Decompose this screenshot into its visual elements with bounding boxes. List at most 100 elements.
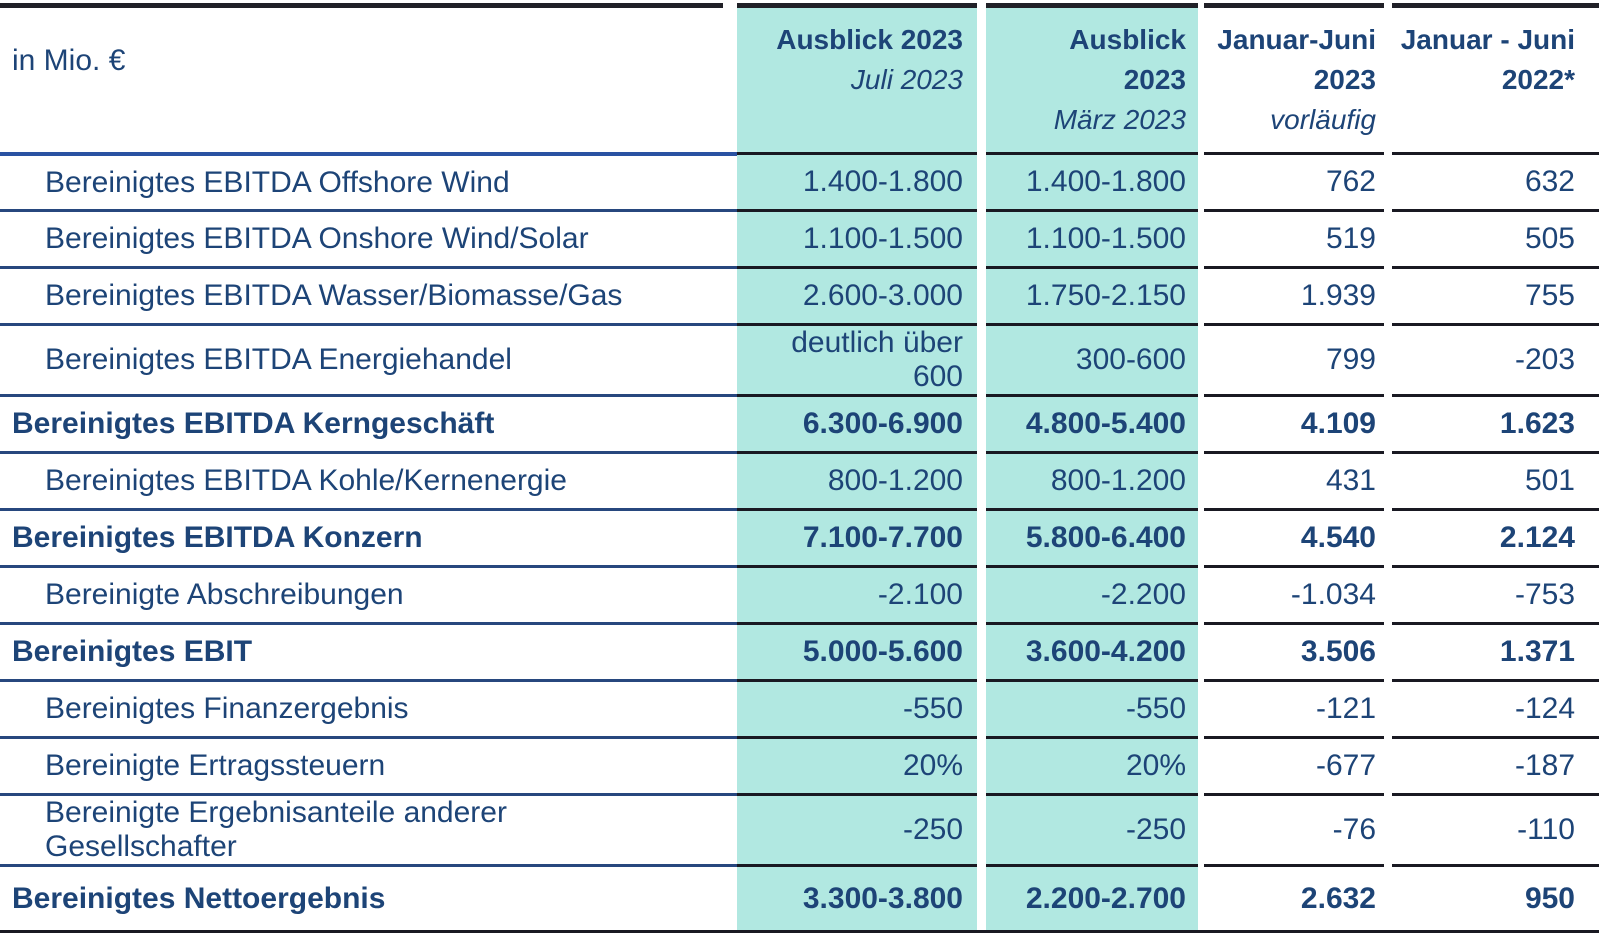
cell-januar-juni-2022: 505 (1392, 209, 1599, 266)
cell-ausblick-juli-2023: -550 (737, 679, 977, 736)
row-label: Bereinigte Ertragssteuern (0, 736, 723, 793)
cell-ausblick-juli-2023: 1.100-1.500 (737, 209, 977, 266)
cell-januar-juni-2022: -110 (1392, 793, 1599, 864)
column-gap (1384, 266, 1392, 323)
cell-januar-juni-2023: -1.034 (1204, 565, 1384, 622)
column-gap (723, 864, 737, 930)
column-gap (1384, 864, 1392, 930)
column-gap (977, 793, 986, 864)
column-gap (723, 793, 737, 864)
cell-januar-juni-2022: 501 (1392, 451, 1599, 508)
column-gap (1384, 209, 1392, 266)
row-label: Bereinigtes EBIT (0, 622, 723, 679)
cell-ausblick-maerz-2023: -2.200 (986, 565, 1198, 622)
table-row: Bereinigtes EBITDA Offshore Wind 1.400-1… (0, 152, 1599, 209)
cell-ausblick-maerz-2023: -250 (986, 793, 1198, 864)
column-gap (977, 394, 986, 451)
cell-ausblick-maerz-2023: 3.600-4.200 (986, 622, 1198, 679)
cell-ausblick-juli-2023: 3.300-3.800 (737, 864, 977, 930)
column-gap (977, 679, 986, 736)
row-label: Bereinigtes EBITDA Kohle/Kernenergie (0, 451, 723, 508)
cell-januar-juni-2023: 1.939 (1204, 266, 1384, 323)
cell-ausblick-maerz-2023: 1.400-1.800 (986, 152, 1198, 209)
table-row: Bereinigte Abschreibungen -2.100 -2.200 … (0, 565, 1599, 622)
cell-januar-juni-2023: 431 (1204, 451, 1384, 508)
column-gap (977, 3, 986, 152)
table-row: Bereinigtes EBITDA Konzern 7.100-7.700 5… (0, 508, 1599, 565)
cell-ausblick-maerz-2023: 20% (986, 736, 1198, 793)
column-gap (723, 679, 737, 736)
table-row: Bereinigtes EBITDA Kohle/Kernenergie 800… (0, 451, 1599, 508)
cell-januar-juni-2022: -187 (1392, 736, 1599, 793)
column-gap (723, 565, 737, 622)
header-subtitle: vorläufig (1270, 104, 1376, 135)
row-label: Bereinigtes Nettoergebnis (0, 864, 723, 930)
cell-ausblick-maerz-2023: 4.800-5.400 (986, 394, 1198, 451)
cell-januar-juni-2023: 4.109 (1204, 394, 1384, 451)
column-gap (723, 266, 737, 323)
column-gap (1384, 152, 1392, 209)
column-gap (1384, 622, 1392, 679)
cell-ausblick-maerz-2023: 300-600 (986, 323, 1198, 394)
cell-januar-juni-2023: 799 (1204, 323, 1384, 394)
row-label: Bereinigtes EBITDA Onshore Wind/Solar (0, 209, 723, 266)
column-gap (977, 622, 986, 679)
column-gap (723, 152, 737, 209)
table-row: Bereinigtes EBITDA Wasser/Biomasse/Gas 2… (0, 266, 1599, 323)
cell-januar-juni-2022: 755 (1392, 266, 1599, 323)
table-row: Bereinigtes EBIT 5.000-5.600 3.600-4.200… (0, 622, 1599, 679)
column-gap (977, 736, 986, 793)
column-gap (1384, 679, 1392, 736)
column-gap (1384, 565, 1392, 622)
row-label: Bereinigtes EBITDA Energiehandel (0, 323, 723, 394)
header-col-januar-juni-2022: Januar - Juni 2022* (1392, 3, 1599, 152)
table-row: Bereinigtes EBITDA Onshore Wind/Solar 1.… (0, 209, 1599, 266)
table-row: Bereinigte Ertragssteuern 20% 20% -677 -… (0, 736, 1599, 793)
column-gap (1384, 3, 1392, 152)
column-gap (723, 3, 737, 152)
column-gap (1384, 451, 1392, 508)
cell-januar-juni-2022: 950 (1392, 864, 1599, 930)
cell-januar-juni-2022: -753 (1392, 565, 1599, 622)
cell-januar-juni-2022: -124 (1392, 679, 1599, 736)
column-gap (1384, 323, 1392, 394)
column-gap (977, 209, 986, 266)
table-header: in Mio. € Ausblick 2023 Juli 2023 Ausbli… (0, 3, 1599, 152)
row-label: Bereinigte Abschreibungen (0, 565, 723, 622)
table-row: Bereinigtes EBITDA Energiehandel deutlic… (0, 323, 1599, 394)
header-col-ausblick-maerz-2023: Ausblick 2023 März 2023 (986, 3, 1198, 152)
column-gap (723, 394, 737, 451)
column-gap (977, 565, 986, 622)
table-bottom-border (0, 930, 1599, 933)
cell-ausblick-juli-2023: 800-1.200 (737, 451, 977, 508)
row-label: Bereinigte Ergebnisanteile anderer Gesel… (0, 793, 723, 864)
header-subtitle: März 2023 (1053, 104, 1186, 135)
cell-ausblick-juli-2023: 6.300-6.900 (737, 394, 977, 451)
row-label: Bereinigtes EBITDA Kerngeschäft (0, 394, 723, 451)
column-gap (977, 451, 986, 508)
cell-januar-juni-2023: 519 (1204, 209, 1384, 266)
cell-januar-juni-2022: -203 (1392, 323, 1599, 394)
column-gap (1384, 394, 1392, 451)
column-gap (723, 323, 737, 394)
column-gap (1384, 508, 1392, 565)
header-title: Ausblick 2023 (1069, 24, 1186, 95)
cell-januar-juni-2023: -76 (1204, 793, 1384, 864)
column-gap (1384, 736, 1392, 793)
row-label: Bereinigtes EBITDA Wasser/Biomasse/Gas (0, 266, 723, 323)
row-label: Bereinigtes EBITDA Offshore Wind (0, 152, 723, 209)
row-label: Bereinigtes Finanzergebnis (0, 679, 723, 736)
cell-ausblick-juli-2023: -2.100 (737, 565, 977, 622)
cell-ausblick-maerz-2023: 5.800-6.400 (986, 508, 1198, 565)
cell-januar-juni-2022: 632 (1392, 152, 1599, 209)
cell-januar-juni-2023: -677 (1204, 736, 1384, 793)
header-title: Ausblick 2023 (776, 24, 963, 55)
cell-ausblick-maerz-2023: 1.750-2.150 (986, 266, 1198, 323)
column-gap (723, 209, 737, 266)
cell-ausblick-juli-2023: 1.400-1.800 (737, 152, 977, 209)
table-body: Bereinigtes EBITDA Offshore Wind 1.400-1… (0, 152, 1599, 930)
cell-januar-juni-2023: 4.540 (1204, 508, 1384, 565)
cell-januar-juni-2022: 2.124 (1392, 508, 1599, 565)
header-title: Januar-Juni 2023 (1217, 24, 1376, 95)
